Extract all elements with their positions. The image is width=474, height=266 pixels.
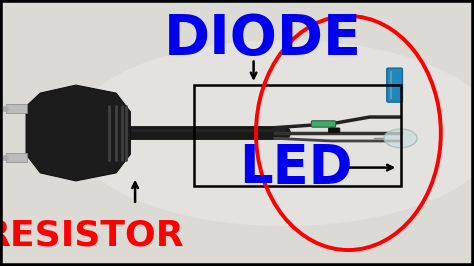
- Bar: [194, 85, 401, 186]
- Polygon shape: [6, 153, 27, 162]
- FancyBboxPatch shape: [328, 128, 340, 132]
- Circle shape: [384, 129, 417, 148]
- Ellipse shape: [71, 40, 474, 226]
- Text: DIODE: DIODE: [164, 11, 362, 66]
- Text: LED: LED: [239, 142, 353, 194]
- Polygon shape: [6, 104, 27, 113]
- FancyBboxPatch shape: [387, 68, 402, 102]
- FancyBboxPatch shape: [311, 121, 336, 127]
- Text: RESISTOR: RESISTOR: [0, 218, 184, 252]
- Polygon shape: [26, 85, 130, 181]
